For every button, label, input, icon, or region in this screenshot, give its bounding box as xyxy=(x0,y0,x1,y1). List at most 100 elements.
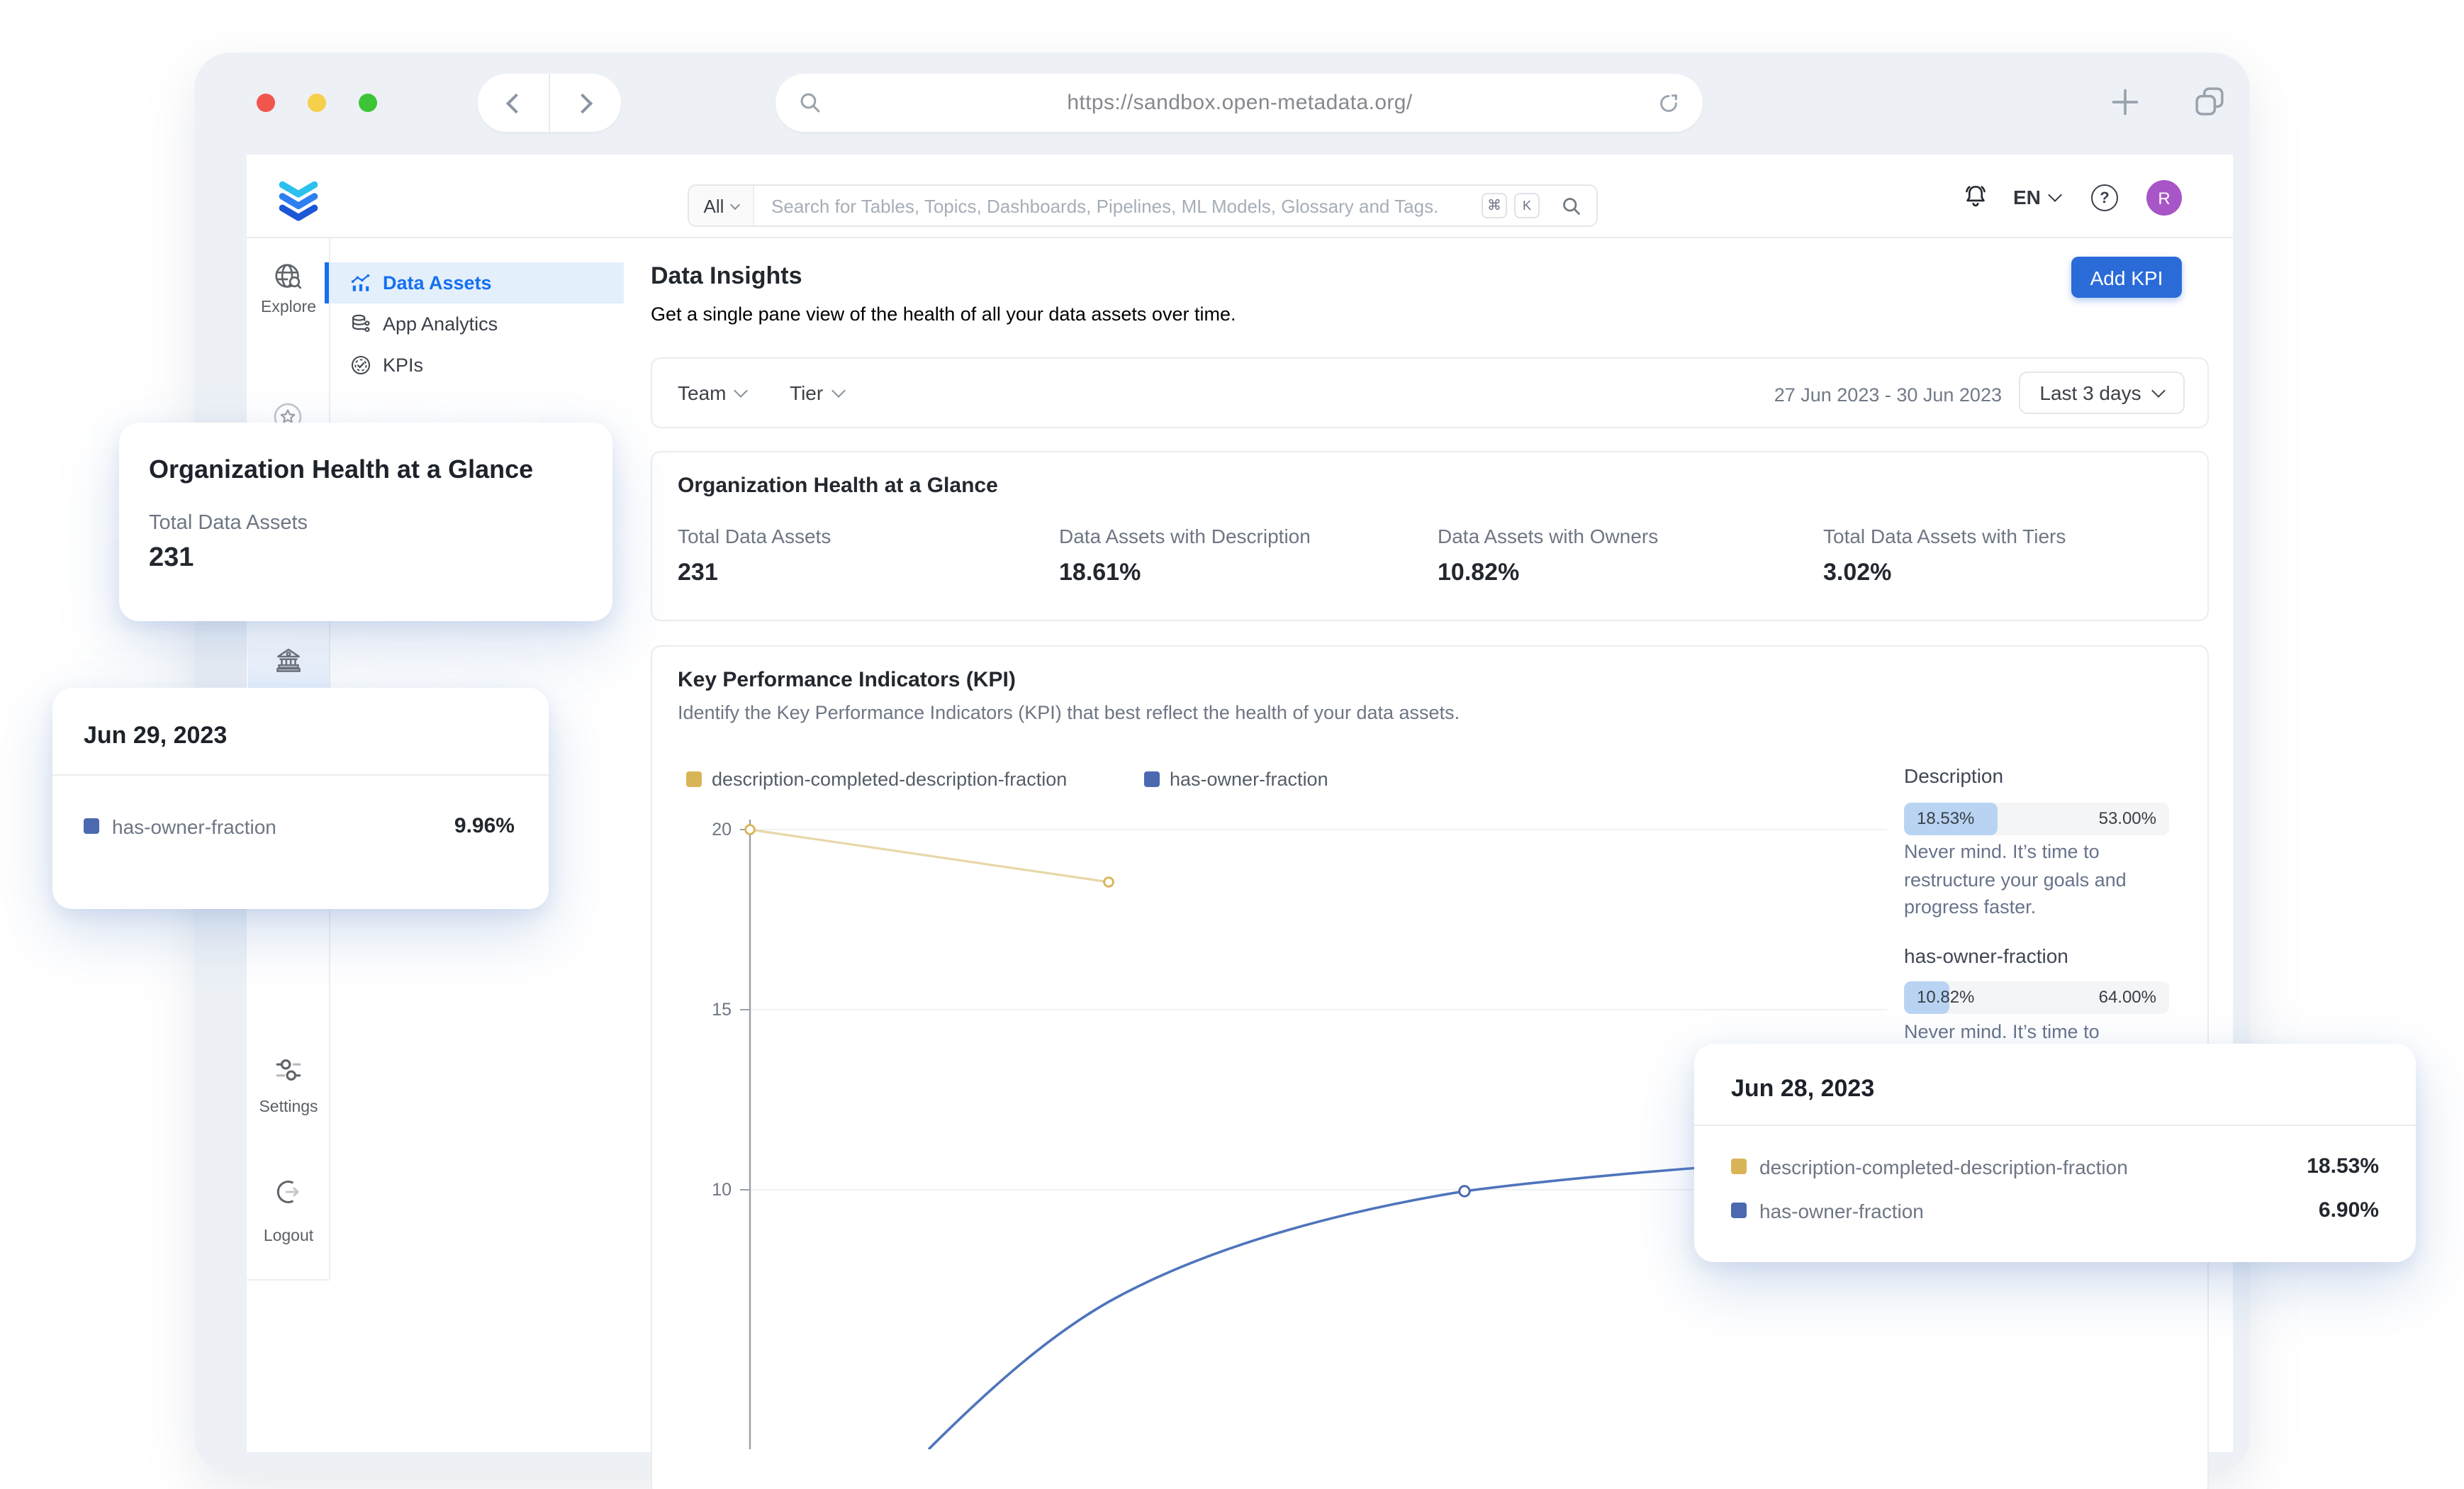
logout-icon xyxy=(276,1181,299,1203)
plus-icon xyxy=(2112,89,2139,116)
kpi-gauge-icon xyxy=(351,355,371,375)
legend-swatch-gold xyxy=(686,771,702,787)
legend-item-description[interactable]: description-completed-description-fracti… xyxy=(686,769,1067,790)
help-button[interactable]: ? xyxy=(2091,184,2118,211)
team-filter-label: Team xyxy=(678,381,727,404)
tooltip-jun28: Jun 28, 2023 description-completed-descr… xyxy=(1694,1044,2416,1262)
stat-value: 10.82% xyxy=(1438,559,1520,586)
cmd-key-badge: ⌘ xyxy=(1482,193,1507,218)
sidebar-label-explore[interactable]: Explore xyxy=(261,299,316,316)
kpi-progress-fill xyxy=(1904,803,1998,835)
legend-swatch-blue xyxy=(1144,771,1160,787)
sliders-icon xyxy=(276,1059,301,1081)
global-search-bar[interactable]: All Search for Tables, Topics, Dashboard… xyxy=(688,184,1598,227)
divider xyxy=(52,774,549,776)
sidebar-label-settings[interactable]: Settings xyxy=(259,1099,318,1116)
nav-item-app-analytics[interactable]: App Analytics xyxy=(329,303,624,345)
chevron-down-icon xyxy=(2049,188,2063,202)
nav-item-kpis[interactable]: KPIs xyxy=(329,345,624,386)
nav-item-data-assets[interactable]: Data Assets xyxy=(329,262,624,303)
language-selector[interactable]: EN xyxy=(2013,186,2063,208)
window-minimize-button[interactable] xyxy=(308,94,326,112)
active-item-bar xyxy=(325,262,329,303)
user-avatar[interactable]: R xyxy=(2146,180,2182,216)
org-health-card xyxy=(651,451,2209,621)
chevron-left-icon xyxy=(505,92,527,113)
stat-value: 3.02% xyxy=(1823,559,1892,586)
kpi-subtitle: Identify the Key Performance Indicators … xyxy=(678,702,1460,723)
search-scope-label: All xyxy=(703,195,724,216)
chevron-down-icon xyxy=(831,384,846,398)
tooltip-stat-value: 231 xyxy=(149,543,194,573)
kpi-target-value: 53.00% xyxy=(2098,808,2156,828)
filters-card xyxy=(651,357,2209,428)
notifications-button[interactable] xyxy=(1962,183,1989,210)
new-tab-button[interactable] xyxy=(2110,87,2141,118)
kpi-title: Key Performance Indicators (KPI) xyxy=(678,668,1016,692)
window-close-button[interactable] xyxy=(257,94,275,112)
kpi-panel-note: Never mind. It’s time to xyxy=(1904,1021,2100,1042)
series-label: has-owner-fraction xyxy=(1759,1199,1924,1222)
y-tick-label: 20 xyxy=(712,820,732,840)
kpi-target-value: 64.00% xyxy=(2098,987,2156,1007)
data-assets-chart-icon xyxy=(351,274,370,291)
tooltip-stat-label: Total Data Assets xyxy=(149,512,308,535)
tier-filter-label: Tier xyxy=(790,381,824,404)
legend-item-owner[interactable]: has-owner-fraction xyxy=(1144,769,1328,790)
y-tick-label: 15 xyxy=(712,1000,732,1020)
k-key-badge: K xyxy=(1514,193,1540,218)
series-swatch-blue xyxy=(84,818,99,834)
series-value: 18.53% xyxy=(2307,1154,2379,1178)
series-value: 9.96% xyxy=(454,814,515,838)
legend-label: has-owner-fraction xyxy=(1170,769,1328,790)
team-filter[interactable]: Team xyxy=(678,381,749,404)
kpi-progress-bar: 10.82% 64.00% xyxy=(1904,981,2169,1014)
search-scope-selector[interactable]: All xyxy=(689,186,754,225)
page-title: Data Insights xyxy=(651,262,802,289)
date-preset-selector[interactable]: Last 3 days xyxy=(2019,372,2185,414)
explore-globe-icon xyxy=(275,264,302,289)
chevron-down-icon xyxy=(2151,384,2166,398)
openmetadata-logo[interactable] xyxy=(272,172,325,224)
url-text[interactable]: https://sandbox.open-metadata.org/ xyxy=(1067,91,1413,115)
sidebar-label-logout[interactable]: Logout xyxy=(263,1228,314,1245)
series-swatch-gold xyxy=(1731,1159,1747,1174)
org-health-title: Organization Health at a Glance xyxy=(678,474,998,498)
app-analytics-icon xyxy=(352,314,370,333)
tooltip-title: Organization Health at a Glance xyxy=(149,455,534,484)
back-button[interactable] xyxy=(478,74,549,132)
window-maximize-button[interactable] xyxy=(359,94,377,112)
tier-filter[interactable]: Tier xyxy=(790,381,846,404)
add-kpi-button[interactable]: Add KPI xyxy=(2071,257,2182,298)
sidebar-item-explore[interactable] xyxy=(272,261,305,294)
nav-label: App Analytics xyxy=(383,313,498,335)
tooltip-date: Jun 28, 2023 xyxy=(1731,1075,1875,1102)
nav-label: Data Assets xyxy=(383,272,492,294)
stat-label: Total Data Assets xyxy=(678,525,831,547)
language-label: EN xyxy=(2013,186,2041,208)
tooltip-org-health: Organization Health at a Glance Total Da… xyxy=(119,423,612,621)
description-point-jun28 xyxy=(1103,876,1114,888)
sidebar-item-govern[interactable] xyxy=(274,645,303,675)
y-tick-label: 10 xyxy=(712,1180,732,1200)
avatar-initial: R xyxy=(2158,188,2171,208)
bell-icon xyxy=(1966,185,1986,207)
add-kpi-label: Add KPI xyxy=(2090,266,2163,289)
divider xyxy=(549,74,550,132)
reload-icon[interactable] xyxy=(1657,91,1680,114)
stat-label: Data Assets with Owners xyxy=(1438,525,1659,547)
kpi-progress-bar: 18.53% 53.00% xyxy=(1904,803,2169,835)
nav-label: KPIs xyxy=(383,355,424,376)
legend-label: description-completed-description-fracti… xyxy=(712,769,1068,790)
address-bar[interactable]: https://sandbox.open-metadata.org/ xyxy=(775,74,1703,132)
bank-icon xyxy=(276,648,301,672)
sidebar-item-settings[interactable] xyxy=(274,1055,303,1085)
series-owner-line xyxy=(927,1159,1822,1449)
sidebar-item-logout[interactable] xyxy=(275,1178,302,1205)
kpi-panel-section-title: Description xyxy=(1904,764,2004,787)
browser-nav-controls xyxy=(478,74,621,132)
forward-button[interactable] xyxy=(550,74,621,132)
kpi-panel-note: Never mind. It’s time to restructure you… xyxy=(1904,841,2127,918)
tooltip-series-row: has-owner-fraction 9.96% xyxy=(84,814,515,838)
tab-overview-button[interactable] xyxy=(2195,87,2224,116)
